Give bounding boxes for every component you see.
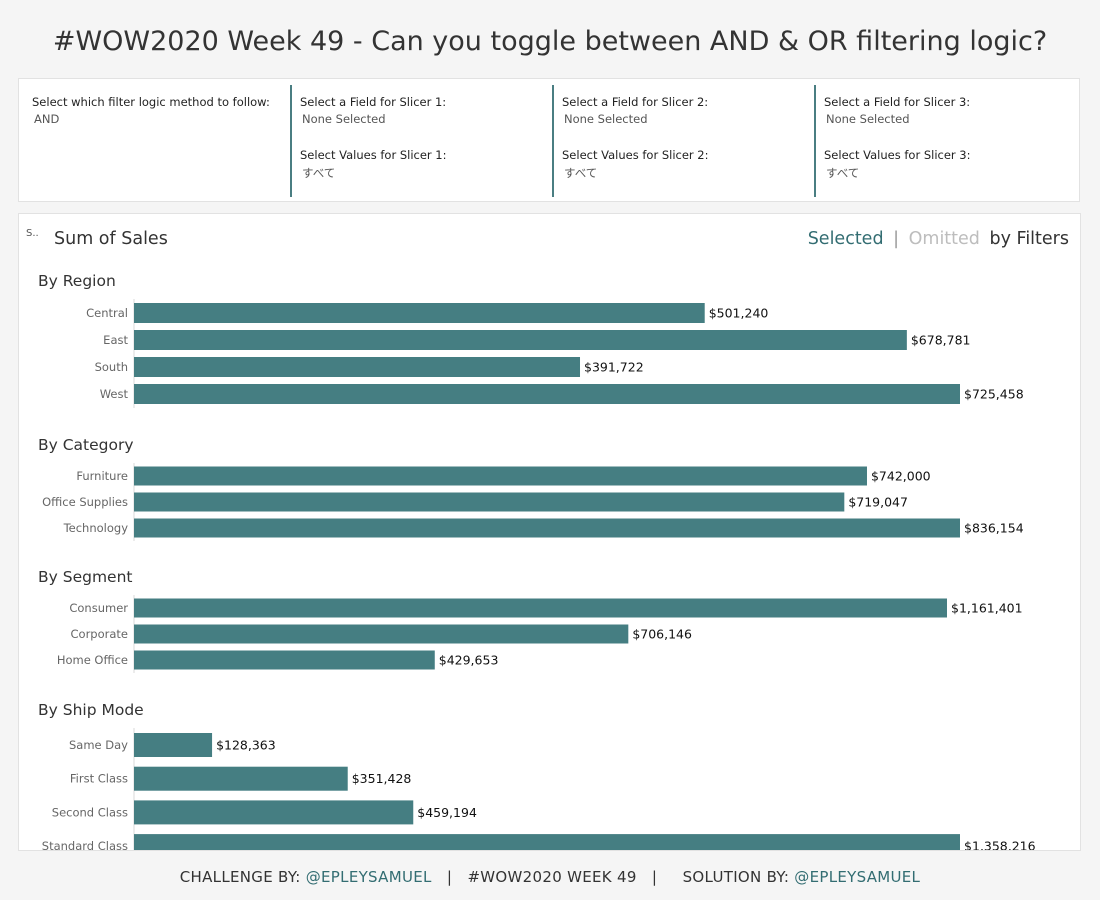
bars-layer: By Region Central $501,240 East $678,781 Sout… [38,272,1036,850]
slicer-2-field-label: Select a Field for Slicer 2: [562,95,709,109]
bar-value-label: $391,722 [584,360,644,375]
chart-panel: S.. Sum of Sales Selected | Omitted by F… [18,213,1081,851]
legend-omitted[interactable]: Omitted [909,229,980,249]
bar-value-label: $836,154 [964,521,1024,536]
legend-selected[interactable]: Selected [808,229,884,249]
category-label: Office Supplies [42,495,128,509]
filter-logic-label: Select which filter logic method to foll… [32,95,270,109]
footer-separator-1: | [431,868,468,886]
slicer-3-values-select[interactable]: すべて [826,166,860,180]
bar[interactable] [134,834,960,850]
legend-suffix: by Filters [990,229,1070,249]
filter-logic-select[interactable]: AND [34,112,60,126]
category-label: Standard Class [42,839,128,850]
slicer-3-values-label: Select Values for Slicer 3: [824,148,971,162]
dashboard-title: #WOW2020 Week 49 - Can you toggle betwee… [52,26,1048,57]
footer-separator-2: | [636,868,683,886]
bar-value-label: $128,363 [216,738,276,753]
slicer-2-values-select[interactable]: すべて [564,166,598,180]
footer-challenge-prefix: CHALLENGE BY: [179,868,306,886]
slicer-2-values-label: Select Values for Slicer 2: [562,148,709,162]
bar[interactable] [134,598,947,618]
slicer-3-field-select[interactable]: None Selected [826,112,910,126]
slicer-3-control: Select a Field for Slicer 3: None Select… [814,79,1079,203]
chart-title: Sum of Sales [54,229,168,249]
bar[interactable] [134,303,705,323]
category-label: Consumer [69,601,128,615]
footer-week-label: #WOW2020 WEEK 49 [467,868,637,886]
footer-challenge-link[interactable]: @EPLEYSAMUEL [305,868,432,886]
category-label: Home Office [57,653,128,667]
group-title: By Ship Mode [38,701,144,719]
bar[interactable] [134,733,213,757]
category-label: Corporate [71,627,129,641]
slicer-1-values-label: Select Values for Slicer 1: [300,148,447,162]
footer: CHALLENGE BY: @EPLEYSAMUEL | #WOW2020 WE… [0,868,1100,886]
slicer-2-field-select[interactable]: None Selected [564,112,648,126]
group-title: By Category [38,436,134,454]
sheet-small-label: S.. [26,228,39,239]
category-label: East [103,333,128,347]
slicer-1-control: Select a Field for Slicer 1: None Select… [290,79,552,203]
footer-solution-link[interactable]: @EPLEYSAMUEL [794,868,921,886]
bar[interactable] [134,624,629,644]
group-title: By Region [38,272,116,290]
bar-value-label: $706,146 [632,627,692,642]
bar-value-label: $719,047 [848,495,908,510]
category-label: Furniture [76,469,128,483]
bar-value-label: $725,458 [964,387,1024,402]
slicer-2-control: Select a Field for Slicer 2: None Select… [552,79,814,203]
slicer-3-field-label: Select a Field for Slicer 3: [824,95,971,109]
bar[interactable] [134,384,960,404]
category-label: First Class [70,772,128,786]
category-label: Central [86,306,128,320]
bar-value-label: $1,161,401 [951,601,1023,616]
bar[interactable] [134,357,581,377]
group-title: By Segment [38,568,132,586]
category-label: Same Day [69,738,128,752]
bar[interactable] [134,466,867,486]
legend: Selected | Omitted by Filters [808,229,1069,249]
sales-chart: S.. Sum of Sales Selected | Omitted by F… [26,228,1069,850]
bar[interactable] [134,766,348,791]
category-label: West [100,387,129,401]
bar-value-label: $501,240 [709,306,769,321]
legend-separator: | [893,229,899,249]
category-label: Second Class [52,805,128,819]
bar-value-label: $429,653 [439,653,499,668]
bar-value-label: $678,781 [911,333,971,348]
slicer-1-field-select[interactable]: None Selected [302,112,386,126]
category-label: South [95,360,128,374]
filter-logic-control: Select which filter logic method to foll… [19,79,289,203]
slicer-1-field-label: Select a Field for Slicer 1: [300,95,447,109]
bar[interactable] [134,492,845,512]
bar[interactable] [134,518,960,538]
bar-value-label: $742,000 [871,469,931,484]
bar-value-label: $459,194 [417,805,477,820]
bar-value-label: $351,428 [352,771,412,786]
category-label: Technology [63,521,129,535]
bar[interactable] [134,800,414,825]
footer-solution-prefix: SOLUTION BY: [682,868,795,886]
bar[interactable] [134,330,907,350]
bar-value-label: $1,358,216 [964,839,1036,850]
filter-panel: Select which filter logic method to foll… [18,78,1080,202]
slicer-1-values-select[interactable]: すべて [302,166,336,180]
bar[interactable] [134,650,435,670]
